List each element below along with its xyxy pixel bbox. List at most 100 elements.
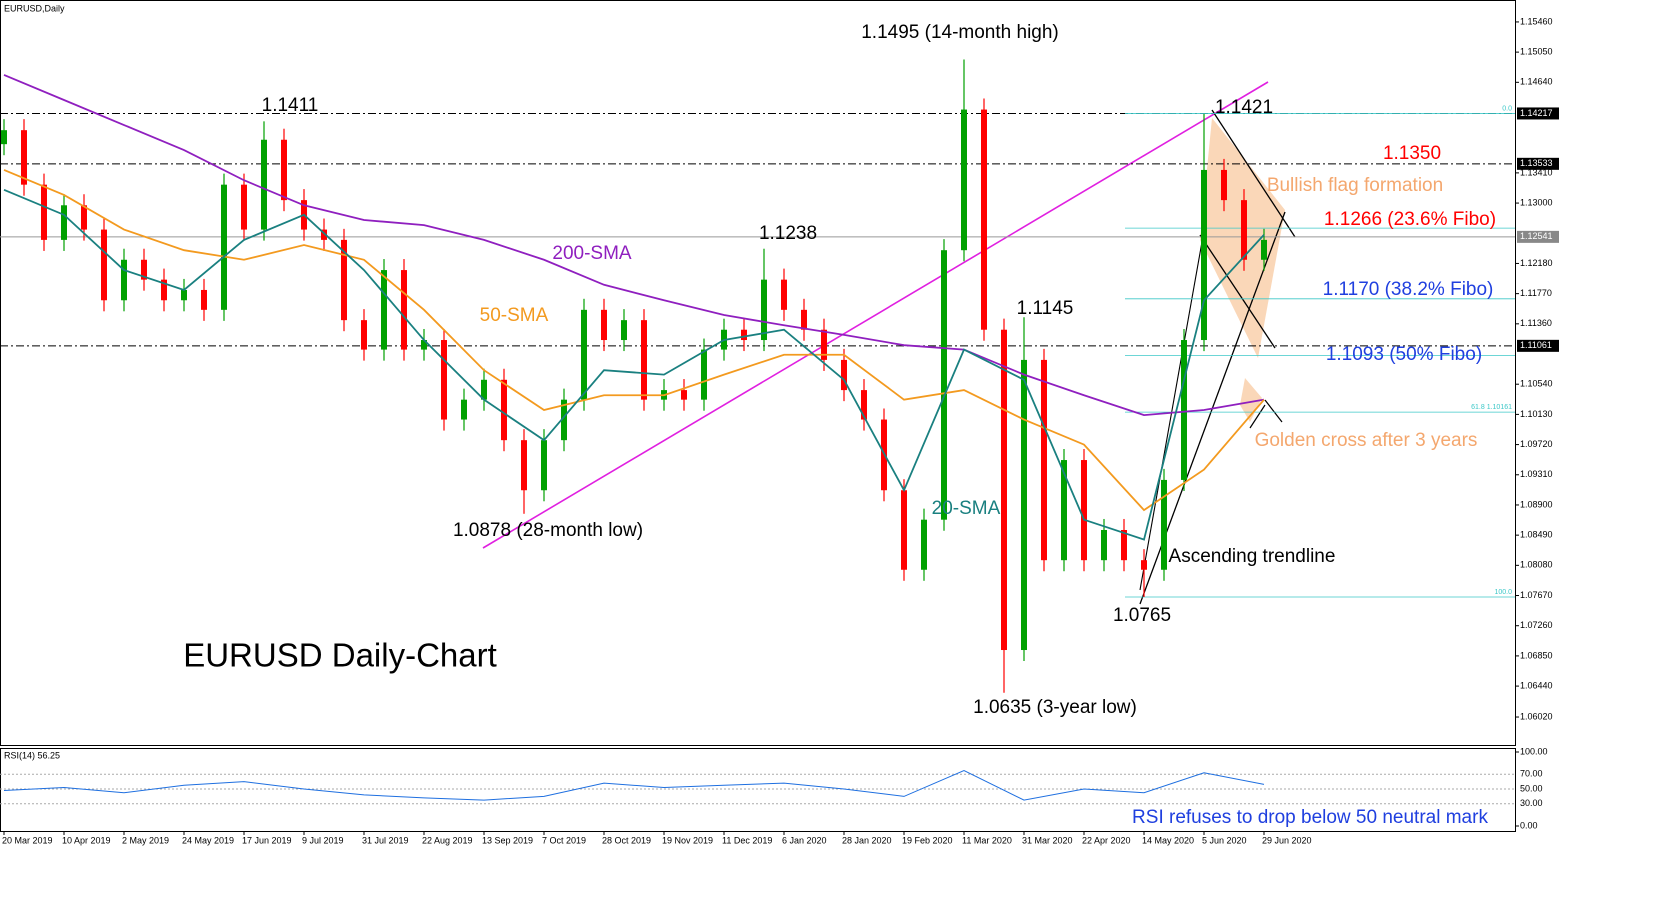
y-tick-label: 1.09310 [1520,469,1553,479]
x-tick-label: 10 Apr 2019 [62,835,111,845]
candle-body [161,279,167,301]
candle-body [361,320,367,350]
candle-body [381,270,387,350]
x-tick-label: 19 Nov 2019 [662,835,713,845]
arrow [1264,399,1283,423]
candle-body [81,205,87,230]
x-tick-label: 20 Mar 2019 [2,835,53,845]
x-tick-label: 19 Feb 2020 [902,835,953,845]
candle-body [801,309,807,330]
candle-body [261,139,267,230]
x-tick-label: 7 Oct 2019 [542,835,586,845]
candle-body [541,440,547,491]
sma-line [3,74,1265,417]
rsi-panel [0,748,1516,832]
y-tick-label: 1.11360 [1520,318,1552,328]
x-tick-label: 31 Mar 2020 [1022,835,1073,845]
rsi-tick-label: 30.00 [1520,798,1543,808]
candle-body [1001,329,1007,651]
y-tick-label: 1.12180 [1520,258,1553,268]
candle-body [1161,479,1167,570]
y-tick-label: 1.07260 [1520,620,1553,630]
rsi-line [3,769,1265,801]
candle-body [481,379,487,400]
annotation: 1.0878 (28-month low) [453,520,643,541]
annotation: 1.1170 (38.2% Fibo) [1323,279,1494,300]
candle-body [461,399,467,420]
candle-body [1141,560,1147,570]
candle-body [501,379,507,441]
y-tick-label: 1.08080 [1520,560,1553,570]
candle-body [1021,359,1027,651]
y-tick-label: 1.15050 [1520,46,1553,56]
fibo-label: 0.0 [1502,105,1512,112]
annotation: 1.1145 [1017,298,1074,319]
y-tick-label: 1.13000 [1520,197,1553,207]
y-tick-label: 1.11770 [1520,288,1552,298]
sma-label: 200-SMA [552,243,632,264]
candle-body [1121,529,1127,561]
candle-body [101,229,107,301]
annotation: RSI refuses to drop below 50 neutral mar… [1132,807,1488,828]
x-tick-label: 14 May 2020 [1142,835,1194,845]
x-tick-label: 9 Jul 2019 [302,835,344,845]
y-tick-label: 1.14640 [1520,77,1553,87]
rsi-tick-label: 0.00 [1520,820,1538,830]
candle-body [841,359,847,391]
x-tick-label: 6 Jan 2020 [782,835,827,845]
level-box [1517,339,1559,352]
annotation: Golden cross after 3 years [1255,430,1478,451]
annotation: 1.1421 [1215,97,1273,118]
candle-body [521,440,527,491]
x-tick-label: 29 Jun 2020 [1262,835,1312,845]
x-tick-label: 11 Dec 2019 [722,835,772,845]
trendline [482,81,1269,549]
price-label: 1.12541 [1520,231,1553,241]
candle-body [1041,359,1047,561]
candle-body [241,184,247,230]
candle-body [861,390,867,420]
candle-body [1181,340,1187,480]
candle-body [1261,239,1267,260]
candle-body [681,390,687,400]
x-tick-label: 22 Apr 2020 [1082,835,1131,845]
candle-body [421,340,427,350]
y-tick-label: 1.06440 [1520,680,1553,690]
arrow [1249,404,1266,429]
candle-body [1,130,7,145]
y-tick-label: 1.08900 [1520,499,1553,509]
candle-body [1061,460,1067,561]
candle-body [1241,200,1247,260]
candle-body [281,139,287,201]
candle-body [1221,169,1227,201]
main-panel [0,0,1516,746]
rsi-tick-label: 50.00 [1520,783,1543,793]
candle-body [741,329,747,341]
annotation: 1.1238 [759,223,817,244]
candle-body [581,309,587,400]
candle-body [221,184,227,310]
level-box [1517,157,1559,170]
candle-body [941,250,947,520]
annotation: Bullish flag formation [1267,175,1443,196]
flag-line [1199,234,1276,349]
level-label: 1.14217 [1520,108,1553,118]
rsi-tick-label: 70.00 [1520,769,1543,779]
x-tick-label: 17 Jun 2019 [242,835,292,845]
price-box [1517,230,1559,243]
candle-body [401,270,407,350]
y-tick-label: 1.10130 [1520,409,1553,419]
fibo-label: 100.0 [1494,589,1512,596]
level-box [1517,107,1559,120]
x-tick-label: 13 Sep 2019 [482,835,533,845]
y-tick-label: 1.09720 [1520,439,1553,449]
sma-label: 20-SMA [932,498,1001,519]
candle-body [121,259,127,301]
x-tick-label: 28 Oct 2019 [602,835,651,845]
candle-body [41,184,47,240]
candle-body [1201,169,1207,341]
flag-pole [1139,224,1206,591]
x-tick-label: 22 Aug 2019 [422,835,473,845]
